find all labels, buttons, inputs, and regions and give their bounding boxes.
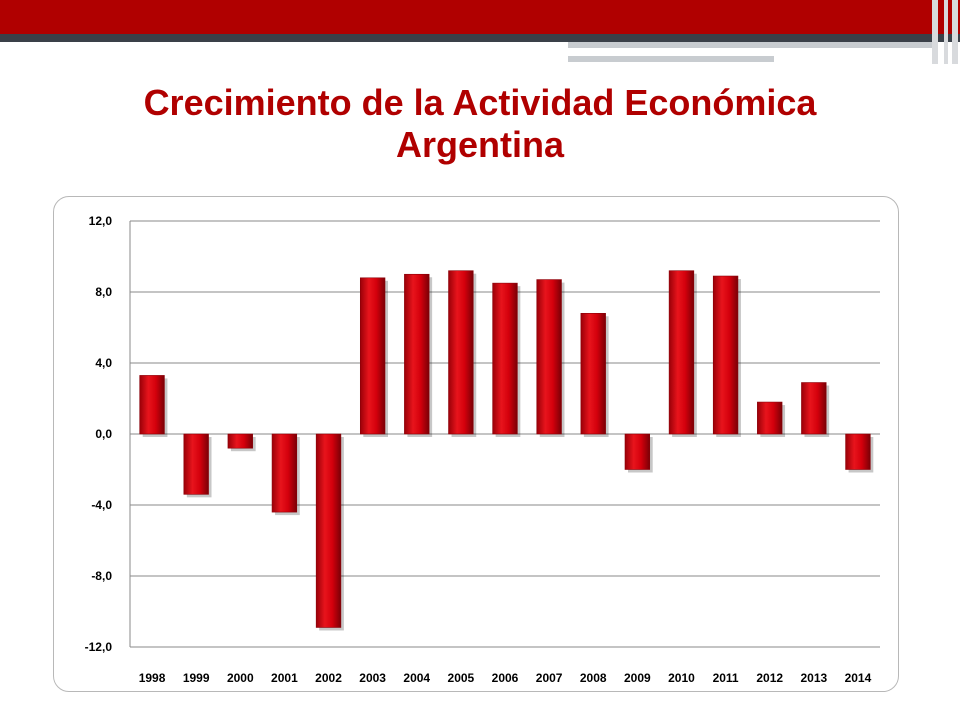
y-tick-label: 0,0 [95, 427, 112, 441]
decorative-stripe [944, 0, 948, 64]
bar-2005 [448, 270, 474, 435]
top-accent-bar [0, 0, 960, 34]
bar-2000 [227, 433, 253, 449]
x-tick-label: 2011 [713, 671, 739, 685]
y-tick-label: 12,0 [89, 214, 113, 228]
decorative-stripe [952, 0, 958, 64]
bar-2007 [536, 279, 562, 435]
x-tick-label: 1998 [139, 671, 166, 685]
bar-2014 [845, 433, 871, 470]
x-tick-label: 2003 [359, 671, 386, 685]
x-tick-label: 2004 [403, 671, 430, 685]
bar-2010 [668, 270, 695, 435]
chart-gridlines [129, 220, 880, 648]
x-tick-label: 2013 [800, 671, 827, 685]
chart-bars [139, 270, 874, 631]
bar-2003 [359, 277, 386, 435]
y-tick-label: 8,0 [95, 285, 112, 299]
decorative-stripe [568, 42, 938, 48]
x-tick-label: 2000 [227, 671, 254, 685]
x-tick-label: 2007 [536, 671, 563, 685]
top-dark-band [0, 34, 960, 42]
x-tick-label: 2008 [580, 671, 607, 685]
bar-2002 [315, 433, 342, 628]
bar-1998 [139, 375, 165, 435]
bar-2008 [580, 312, 606, 435]
bar-2013 [801, 382, 827, 435]
decorative-stripe [568, 56, 774, 62]
x-tick-label: 2010 [668, 671, 695, 685]
slide-title-line1: Crecimiento de la Actividad Económica [143, 82, 817, 123]
x-tick-label: 2005 [448, 671, 475, 685]
slide-title-line2: Argentina [395, 124, 564, 165]
bar-2006 [492, 282, 518, 435]
y-tick-label: 4,0 [95, 356, 112, 370]
decorative-stripe [932, 0, 938, 64]
x-tick-label: 2009 [624, 671, 651, 685]
x-tick-label: 2002 [315, 671, 342, 685]
slide-title: Crecimiento de la Actividad Económica Ar… [0, 82, 960, 166]
y-axis-tick-labels: 12,0 8,0 4,0 0,0 -4,0 -8,0 -12,0 [85, 214, 113, 654]
bar-2001 [271, 433, 298, 513]
y-tick-label: -8,0 [91, 569, 112, 583]
y-tick-label: -12,0 [85, 640, 113, 654]
x-tick-label: 1999 [183, 671, 210, 685]
x-tick-label: 2014 [845, 671, 872, 685]
bar-2011 [712, 275, 739, 435]
bar-2004 [404, 273, 430, 435]
x-tick-label: 2006 [492, 671, 519, 685]
x-tick-label: 2012 [756, 671, 783, 685]
bar-1999 [183, 433, 209, 495]
bar-2009 [624, 433, 651, 470]
x-tick-label: 2001 [271, 671, 298, 685]
y-tick-label: -4,0 [91, 498, 112, 512]
x-axis-tick-labels: 1998 1999 2000 2001 2002 2003 2004 2005 2006 2007… [139, 671, 872, 685]
bar-2012 [757, 401, 783, 435]
